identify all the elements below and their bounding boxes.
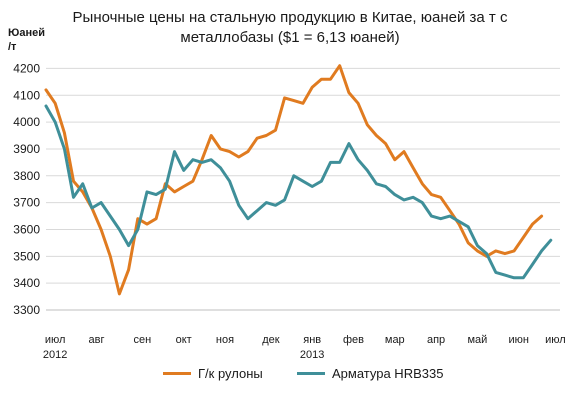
line-chart: 3300 3400 3500 3600 3700 3800 3900 4000 4100 4200… (13, 61, 566, 361)
x-tick-label: июл (45, 334, 66, 346)
y-axis-label-line-2: /т (8, 41, 17, 53)
chart-legend: Г/к рулоны Арматура HRB335 (0, 366, 581, 388)
y-tick-label: 3400 (13, 276, 40, 290)
x-tick-label: июл (545, 334, 566, 346)
legend-item: Г/к рулоны (163, 366, 263, 381)
x-tick-label: фев (343, 334, 364, 346)
series-line-rebar-hrb335 (44, 104, 553, 280)
y-tick-label: 4000 (13, 115, 40, 129)
x-tick-label: окт (176, 334, 192, 346)
x-tick-label: ноя (216, 334, 234, 346)
y-tick-label: 3800 (13, 169, 40, 183)
y-tick-label: 4200 (13, 61, 40, 75)
chart-title-line-2: металлобазы ($1 = 6,13 юаней) (180, 29, 400, 46)
chart-title-line-1: Рыночные цены на стальную продукцию в Ки… (72, 9, 508, 26)
legend-swatch (163, 372, 191, 375)
x-tick-label: мар (385, 334, 405, 346)
legend-swatch (297, 372, 325, 375)
x-tick-label: дек (262, 334, 280, 346)
legend-item: Арматура HRB335 (297, 366, 443, 381)
x-tick-label: май (467, 334, 487, 346)
y-tick-label: 3500 (13, 249, 40, 263)
y-tick-label: 3700 (13, 196, 40, 210)
y-tick-label: 3600 (13, 222, 40, 236)
y-axis-label: Юаней /т (8, 26, 45, 54)
x-tick-label: янв (303, 334, 321, 346)
x-year-label: 2013 (300, 349, 324, 361)
series-line-hot-rolled-coil (44, 64, 544, 296)
y-tick-label: 3900 (13, 142, 40, 156)
x-tick-label: июн (508, 334, 528, 346)
x-tick-label: сен (134, 334, 152, 346)
legend-label: Арматура HRB335 (332, 366, 444, 381)
y-tick-label: 3300 (13, 303, 40, 317)
chart-title: Рыночные цены на стальную продукцию в Ки… (40, 8, 540, 48)
x-tick-label: апр (427, 334, 445, 346)
y-axis-label-line-1: Юаней (8, 27, 45, 39)
x-tick-label: авг (88, 334, 104, 346)
legend-label: Г/к рулоны (198, 366, 263, 381)
y-tick-label: 4100 (13, 88, 40, 102)
x-year-label: 2012 (43, 349, 67, 361)
